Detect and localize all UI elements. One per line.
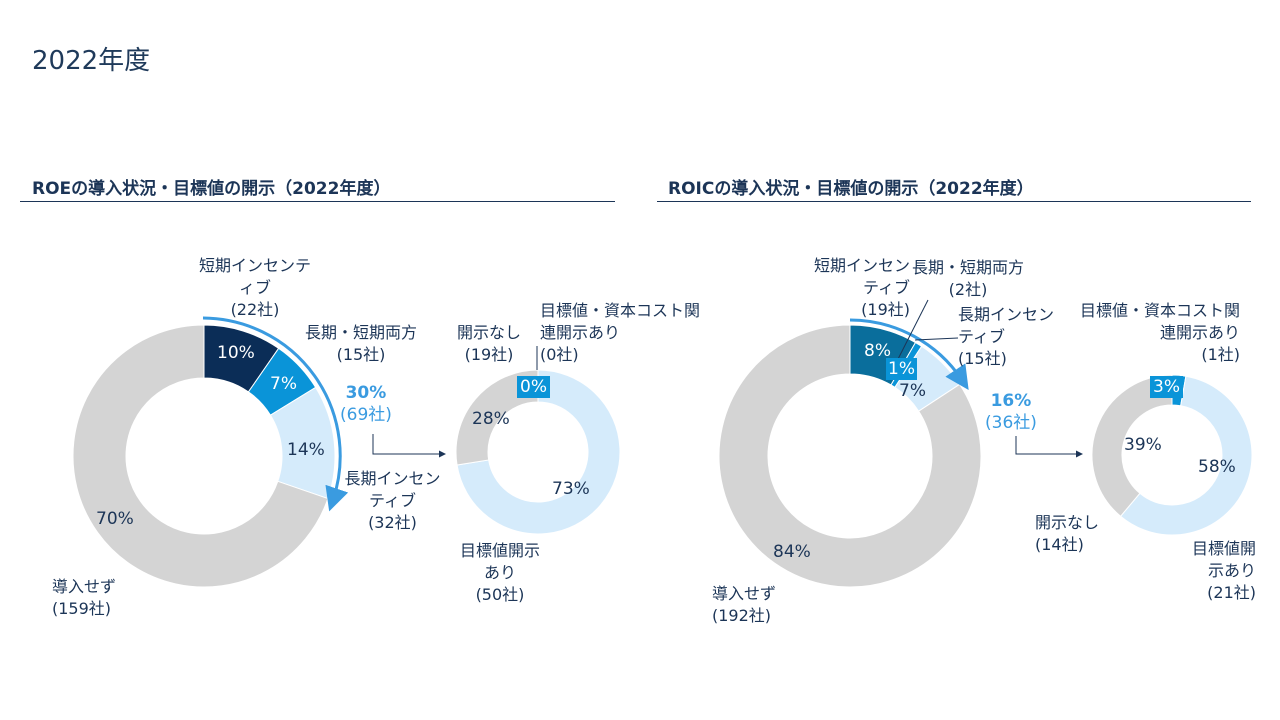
pct-label: 0% [517, 376, 550, 398]
page-title: 2022年度 [32, 46, 151, 76]
roe-section-title: ROEの導入状況・目標値の開示（2022年度） [32, 179, 391, 199]
donut-slice [1091, 374, 1173, 517]
pct-label: 10% [217, 343, 255, 363]
roe-divider [20, 201, 615, 202]
pct-label: 28% [472, 409, 510, 429]
slice-label: 導入せず (159社) [52, 577, 117, 618]
slice-label: 目標値開示あり (21社) [1191, 539, 1256, 602]
slice-label: 長期インセンティブ (15社) [958, 305, 1055, 368]
slice-label: 短期インセンティブ (22社) [198, 256, 311, 319]
slice-label: 目標値開示あり (50社) [460, 541, 541, 604]
roic-bracket-arrow [849, 318, 969, 390]
roe-connector-arrow [372, 434, 446, 458]
roe-highlight: 30% (69社) [340, 383, 392, 425]
pct-label: 58% [1198, 457, 1236, 477]
pct-label: 84% [773, 542, 811, 562]
roic-connector-arrow [1015, 436, 1083, 458]
slice-label: 導入せず (192社) [712, 584, 777, 625]
roic-section-title: ROICの導入状況・目標値の開示（2022年度） [668, 179, 1034, 199]
slice-label: 長期・短期両方 (2社) [912, 258, 1025, 299]
pct-label: 14% [287, 440, 325, 460]
pct-label: 7% [899, 381, 926, 401]
pct-label: 73% [552, 479, 590, 499]
donut-slice [1119, 375, 1253, 536]
slice-label: 目標値・資本コスト関連開示あり (1社) [1080, 301, 1241, 364]
leader-line [914, 337, 959, 341]
roic-highlight: 16% (36社) [985, 391, 1037, 433]
donut-slice [456, 369, 621, 535]
pct-label: 8% [864, 341, 891, 361]
slice-label: 長期・短期両方 (15社) [305, 323, 418, 364]
slice-label: 長期インセンティブ (32社) [344, 469, 441, 532]
donut-slice [718, 324, 982, 588]
pct-label: 39% [1124, 435, 1162, 455]
slice-label: 短期インセンティブ (19社) [813, 256, 910, 319]
slice-label: 開示なし (14社) [1035, 513, 1100, 554]
slice-label: 開示なし (19社) [457, 323, 522, 364]
roe-bracket-arrow [202, 316, 349, 512]
leader-line [894, 299, 929, 366]
pct-label: 7% [270, 374, 297, 394]
pct-label: 70% [96, 509, 134, 529]
slice-label: 目標値・資本コスト関連開示あり (0社) [540, 301, 701, 364]
pct-label: 1% [886, 358, 917, 380]
roic-divider [657, 201, 1251, 202]
pct-label: 3% [1150, 376, 1183, 398]
donut-slice [72, 324, 329, 588]
